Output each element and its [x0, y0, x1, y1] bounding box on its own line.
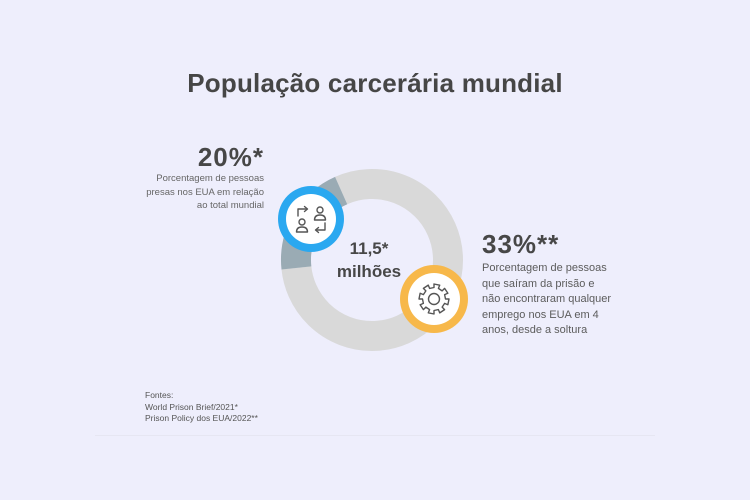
stat-left-value: 20%*	[197, 142, 264, 172]
stat-left-description: Porcentagem de pessoas presas nos EUA em…	[146, 173, 264, 211]
source-1: World Prison Brief/2021*	[145, 401, 238, 412]
divider	[95, 435, 655, 436]
donut-ring	[281, 168, 464, 351]
page-title: População carcerária mundial	[187, 68, 563, 98]
center-value: 11,5*	[349, 239, 389, 258]
stat-right-value: 33%**	[482, 229, 560, 259]
donut-segment-1	[281, 169, 464, 351]
people-exchange-badge	[278, 186, 344, 252]
gear-badge	[400, 265, 468, 333]
sources: Fontes: World Prison Brief/2021* Prison …	[145, 390, 258, 425]
people-exchange-icon	[295, 205, 327, 234]
sources-heading: Fontes:	[145, 390, 174, 400]
source-2: Prison Policy dos EUA/2022**	[145, 413, 258, 423]
stat-left: 20%* Porcentagem de pessoas presas nos E…	[140, 142, 264, 213]
center-label: 11,5* milhões	[323, 237, 415, 283]
gear-icon	[418, 283, 450, 315]
center-unit: milhões	[336, 262, 402, 281]
stat-right: 33%** Porcentagem de pessoas que saíram …	[482, 229, 612, 339]
stat-right-description: Porcentagem de pessoas que saíram da pri…	[482, 262, 612, 337]
